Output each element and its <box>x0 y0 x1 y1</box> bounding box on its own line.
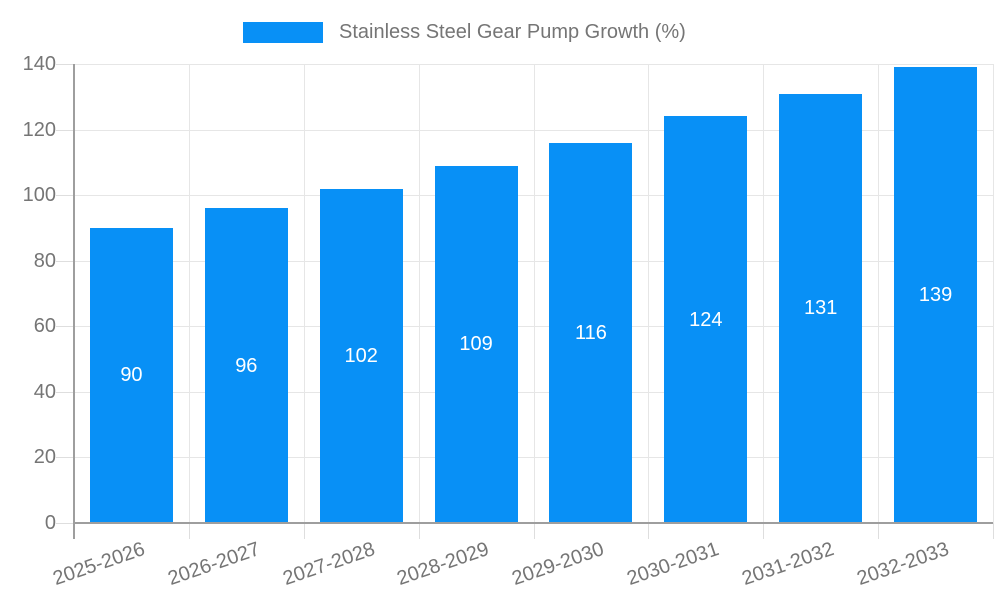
bar-2025-2026 <box>89 227 173 523</box>
ytick-120 <box>56 129 74 131</box>
ytick-100 <box>56 195 74 197</box>
xtick-7 <box>878 523 880 539</box>
legend-swatch <box>243 22 323 43</box>
bar-value-label: 116 <box>574 321 607 344</box>
x-axis-label: 2028-2029 <box>394 538 493 590</box>
bar-value-label: 109 <box>459 333 493 356</box>
gridline-x-boundary-7 <box>878 64 880 523</box>
x-axis-line <box>74 522 993 524</box>
gridline-x-boundary-6 <box>763 64 765 523</box>
xtick-3 <box>418 523 420 539</box>
x-axis-label: 2026-2027 <box>164 538 263 590</box>
bar-value-label: 96 <box>235 354 258 377</box>
y-axis-label: 0 <box>44 512 56 534</box>
bar-value-label: 131 <box>804 297 838 320</box>
bar-2027-2028 <box>319 188 403 523</box>
ytick-80 <box>56 260 74 262</box>
x-axis-label: 2030-2031 <box>624 538 722 590</box>
bar-2031-2032 <box>779 93 863 523</box>
bar-value-label: 124 <box>689 308 723 331</box>
bar-2028-2029 <box>434 165 518 523</box>
y-axis-label: 100 <box>22 184 56 207</box>
ytick-140 <box>56 64 74 65</box>
legend-label: Stainless Steel Gear Pump Growth (%) <box>339 21 686 43</box>
ytick-0 <box>56 523 74 524</box>
xtick-6 <box>763 523 765 539</box>
bar-2032-2033 <box>894 67 978 523</box>
gridline-x-boundary-1 <box>188 64 190 523</box>
ytick-40 <box>56 391 74 393</box>
y-axis-label: 140 <box>22 53 56 75</box>
y-axis-label: 120 <box>22 118 56 141</box>
gridline-x-boundary-8 <box>993 64 994 523</box>
x-axis-label: 2029-2030 <box>509 538 608 590</box>
ytick-20 <box>56 457 74 459</box>
y-axis-label: 60 <box>33 315 56 338</box>
ytick-60 <box>56 326 74 328</box>
bar-value-label: 90 <box>120 364 143 387</box>
y-axis-label: 20 <box>33 446 56 469</box>
xtick-4 <box>533 523 535 539</box>
gridline-x-boundary-2 <box>303 64 305 523</box>
bar-value-label: 139 <box>918 284 953 307</box>
x-axis-label: 2027-2028 <box>279 538 378 590</box>
bar-2026-2027 <box>204 208 288 523</box>
y-axis-label: 40 <box>33 380 56 403</box>
x-axis-label: 2025-2026 <box>49 538 148 590</box>
gridline-x-boundary-4 <box>533 64 535 523</box>
gridline-x-boundary-3 <box>418 64 420 523</box>
x-axis-label: 2031-2032 <box>739 538 837 590</box>
gridline-x-boundary-5 <box>648 64 650 523</box>
y-axis-label: 80 <box>33 249 56 272</box>
bar-2030-2031 <box>664 116 748 523</box>
bar-2029-2030 <box>549 142 633 523</box>
xtick-1 <box>188 523 190 539</box>
bar-value-label: 102 <box>344 344 378 367</box>
legend-item[interactable]: Stainless Steel Gear Pump Growth (%) <box>243 21 686 44</box>
xtick-5 <box>648 523 650 539</box>
y-axis-line <box>73 64 75 539</box>
xtick-8 <box>993 523 994 539</box>
x-axis-label: 2032-2033 <box>854 538 952 590</box>
xtick-2 <box>303 523 305 539</box>
